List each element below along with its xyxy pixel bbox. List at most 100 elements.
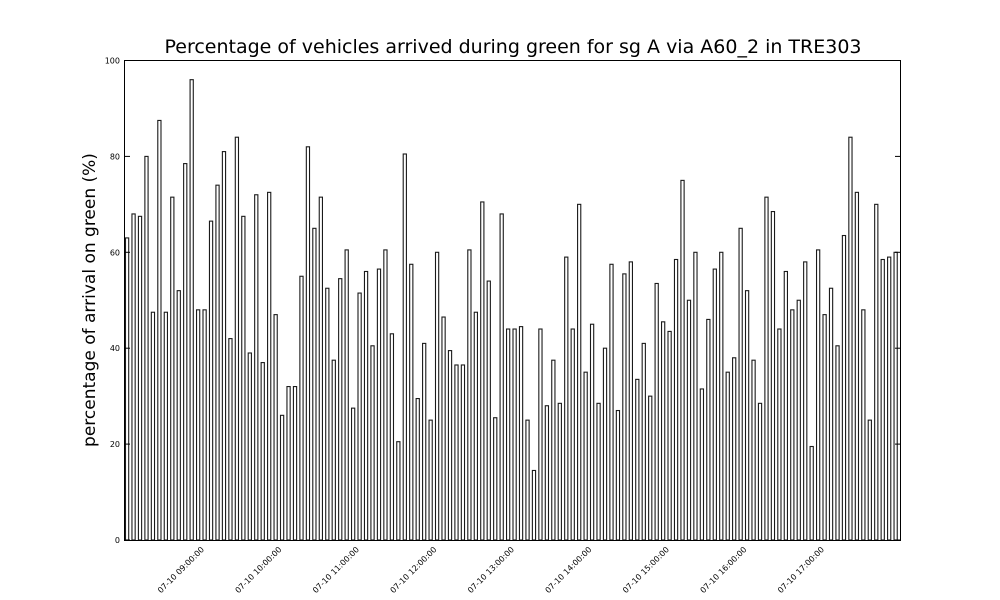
bar bbox=[815, 249, 821, 541]
bar bbox=[828, 287, 834, 541]
x-tick-label: 07-10 16:00:00 bbox=[699, 545, 749, 595]
bar bbox=[525, 419, 530, 541]
bar bbox=[680, 179, 685, 541]
bar bbox=[467, 249, 472, 541]
bar bbox=[719, 251, 724, 541]
bar bbox=[757, 402, 763, 541]
bar bbox=[706, 318, 711, 541]
bar bbox=[338, 278, 343, 541]
x-axis-ticks: 07-10 09:00:00 07-10 10:00:00 07-10 11:00:… bbox=[156, 545, 826, 595]
bar bbox=[596, 402, 601, 541]
plot-area-frame bbox=[124, 60, 901, 541]
bar bbox=[577, 203, 582, 541]
bar bbox=[660, 321, 666, 541]
bar bbox=[454, 364, 459, 541]
y-tick-label: 40 bbox=[110, 344, 120, 353]
bar bbox=[228, 338, 233, 541]
bar bbox=[157, 119, 162, 541]
bar bbox=[292, 386, 298, 541]
bar bbox=[835, 345, 840, 541]
bar bbox=[286, 386, 291, 541]
bar bbox=[557, 402, 562, 541]
bar bbox=[312, 227, 317, 541]
bar bbox=[131, 213, 136, 541]
bar bbox=[299, 275, 304, 541]
bar bbox=[331, 359, 336, 541]
bar bbox=[447, 350, 453, 541]
bar bbox=[318, 196, 324, 541]
bar bbox=[267, 191, 272, 541]
bar bbox=[790, 309, 795, 541]
bar bbox=[137, 215, 143, 541]
bar bbox=[887, 256, 892, 541]
bar bbox=[344, 249, 349, 541]
bar bbox=[357, 292, 362, 541]
bar bbox=[667, 330, 672, 541]
bar bbox=[325, 287, 330, 541]
bar bbox=[622, 273, 627, 541]
bar bbox=[396, 441, 401, 541]
bar bbox=[744, 290, 750, 541]
bar bbox=[176, 290, 181, 541]
bar bbox=[370, 345, 375, 541]
bar bbox=[764, 196, 769, 541]
bar bbox=[538, 328, 543, 541]
bar bbox=[822, 314, 827, 541]
x-tick-label: 07-10 09:00:00 bbox=[156, 545, 206, 595]
bar bbox=[874, 203, 879, 541]
bar bbox=[732, 357, 737, 541]
y-axis-label: percentage of arrival on green (%) bbox=[80, 153, 100, 447]
x-tick-label: 07-10 10:00:00 bbox=[234, 545, 284, 595]
x-tick-label: 07-10 14:00:00 bbox=[544, 545, 594, 595]
bar bbox=[796, 299, 801, 541]
bar bbox=[783, 270, 789, 541]
bar bbox=[583, 371, 588, 541]
bar bbox=[505, 328, 511, 541]
bar bbox=[150, 311, 156, 541]
bar bbox=[493, 417, 498, 541]
bar bbox=[809, 445, 814, 541]
y-tick-label: 80 bbox=[110, 152, 120, 161]
bar bbox=[422, 342, 427, 541]
bar bbox=[409, 263, 414, 541]
bar bbox=[635, 378, 640, 541]
bar bbox=[480, 201, 485, 541]
x-tick-label: 07-10 11:00:00 bbox=[311, 545, 361, 595]
chart-title: Percentage of vehicles arrived during gr… bbox=[164, 36, 861, 58]
bar bbox=[434, 251, 440, 541]
bar bbox=[441, 316, 446, 541]
bar bbox=[376, 268, 382, 541]
bar bbox=[615, 409, 621, 541]
bar bbox=[628, 261, 634, 541]
bar bbox=[389, 333, 395, 541]
bar bbox=[499, 213, 504, 541]
x-tick-label: 07-10 13:00:00 bbox=[466, 545, 516, 595]
bar bbox=[641, 342, 646, 541]
bar bbox=[648, 395, 653, 541]
bar bbox=[654, 282, 659, 541]
bar bbox=[183, 163, 188, 541]
bar bbox=[415, 397, 420, 541]
bar bbox=[170, 196, 175, 541]
bar bbox=[144, 155, 149, 541]
bar bbox=[880, 258, 885, 541]
bar bbox=[693, 251, 698, 541]
bar bbox=[841, 234, 847, 541]
bar bbox=[544, 405, 550, 541]
bar bbox=[861, 309, 866, 541]
bar bbox=[589, 323, 595, 541]
bar bbox=[273, 314, 278, 541]
bar bbox=[564, 256, 569, 541]
bar bbox=[770, 210, 776, 541]
bar bbox=[518, 326, 524, 541]
bar bbox=[402, 153, 407, 541]
bar bbox=[570, 328, 575, 541]
bar bbox=[609, 263, 614, 541]
bar bbox=[848, 136, 853, 541]
bar bbox=[383, 249, 388, 541]
bar bbox=[686, 299, 692, 541]
bar bbox=[215, 184, 220, 541]
bar bbox=[234, 136, 240, 541]
bar bbox=[124, 237, 130, 541]
